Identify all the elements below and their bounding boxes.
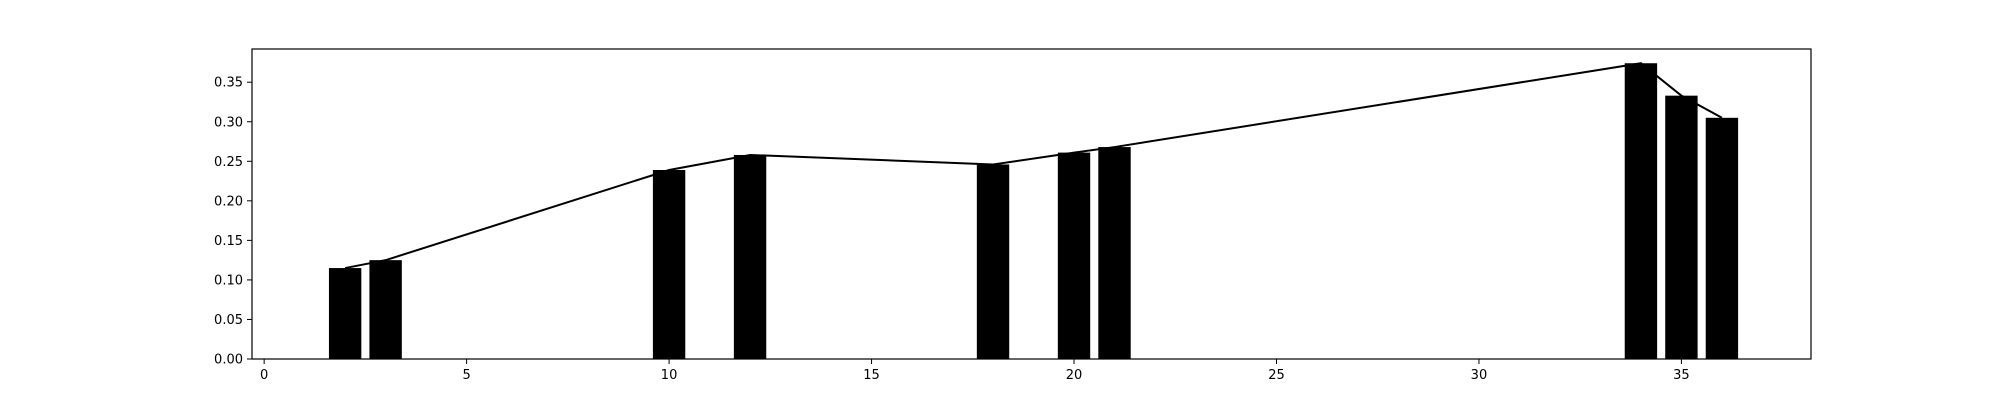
y-tick-label: 0.35 — [214, 76, 243, 91]
y-tick-label: 0.15 — [214, 234, 243, 249]
x-tick-label: 10 — [661, 368, 678, 383]
bar — [652, 169, 686, 359]
x-tick-label: 35 — [1673, 368, 1690, 383]
y-tick-label: 0.20 — [214, 194, 243, 209]
x-tick-label: 5 — [462, 368, 470, 383]
y-tick-label: 0.30 — [214, 115, 243, 130]
x-tick-label: 25 — [1268, 368, 1285, 383]
bar — [328, 268, 362, 359]
x-tick-label: 15 — [863, 368, 880, 383]
x-tick-label: 20 — [1066, 368, 1083, 383]
y-tick-label: 0.25 — [214, 155, 243, 170]
bar — [369, 260, 402, 359]
bar — [1098, 147, 1131, 359]
series-line — [344, 62, 1723, 270]
bar — [733, 154, 767, 359]
y-tick-label: 0.10 — [214, 273, 243, 288]
y-tick-label: 0.05 — [214, 313, 243, 328]
x-axis: 0 5 10 15 20 25 30 35 — [260, 359, 1690, 383]
y-axis: 0.00 0.05 0.10 0.15 0.20 0.25 0.30 0.35 — [214, 76, 252, 368]
bar — [976, 164, 1010, 359]
bar-series — [328, 63, 1739, 359]
bar — [1665, 95, 1698, 359]
y-tick-label: 0.00 — [214, 353, 243, 368]
bar — [1624, 63, 1658, 359]
bar — [1705, 117, 1739, 359]
axes-frame — [251, 48, 1812, 360]
bar — [1057, 152, 1091, 359]
x-tick-label: 0 — [260, 368, 268, 383]
x-tick-label: 30 — [1471, 368, 1488, 383]
